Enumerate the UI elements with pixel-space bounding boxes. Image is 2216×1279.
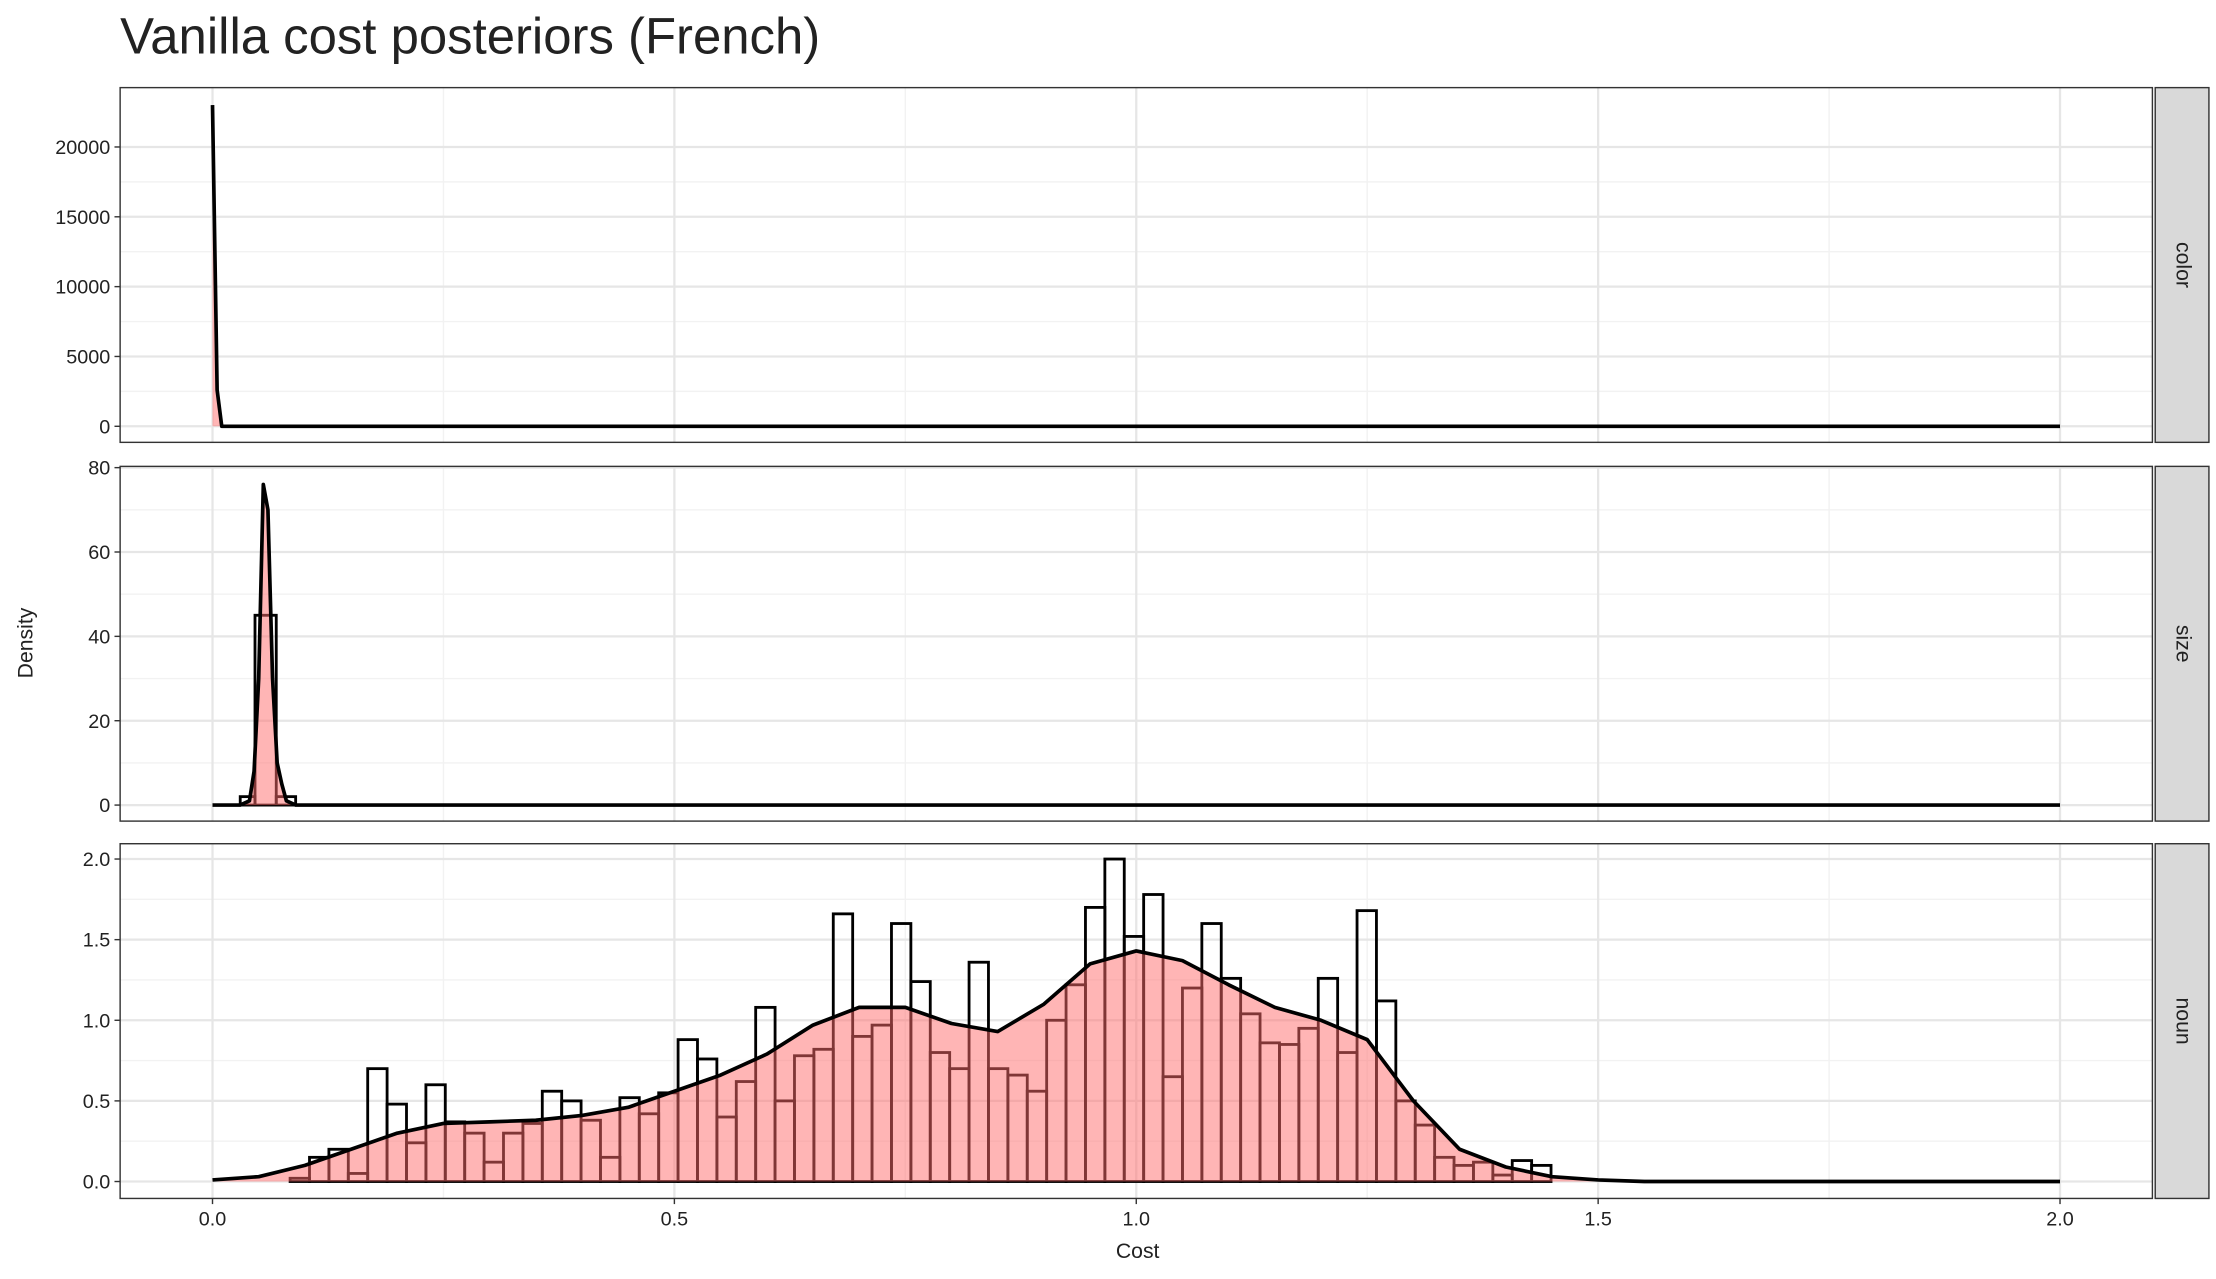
facet-strip bbox=[2154, 86, 2210, 444]
facet-label: size bbox=[2171, 625, 2194, 663]
density-line bbox=[210, 105, 2061, 429]
y-tick-label: 1.0 bbox=[83, 1010, 110, 1032]
x-tick-label: 1.0 bbox=[1123, 1208, 1150, 1230]
y-tick-label: 15000 bbox=[55, 207, 110, 229]
y-tick-label: 20000 bbox=[55, 137, 110, 159]
chart-title: Vanilla cost posteriors (French) bbox=[120, 8, 820, 65]
y-tick-label: 40 bbox=[88, 626, 110, 648]
y-tick-label: 0 bbox=[99, 795, 110, 817]
y-tick-label: 80 bbox=[88, 458, 110, 480]
x-tick-label: 1.5 bbox=[1584, 1208, 1611, 1230]
y-axis-label: Density bbox=[15, 607, 38, 678]
panel-border bbox=[119, 465, 2154, 822]
x-axis-label: Cost bbox=[1116, 1240, 1160, 1263]
facet-label: color bbox=[2171, 242, 2194, 288]
y-tick-label: 0.0 bbox=[83, 1172, 110, 1194]
x-tick-label: 0.5 bbox=[661, 1208, 688, 1230]
facet-strip bbox=[2154, 465, 2210, 822]
y-tick-label: 10000 bbox=[55, 277, 110, 299]
density-area bbox=[212, 950, 2061, 1182]
x-tick-label: 0.0 bbox=[199, 1208, 226, 1230]
facet-strip bbox=[2154, 843, 2210, 1200]
y-tick-label: 0.5 bbox=[83, 1091, 110, 1113]
y-tick-label: 0 bbox=[99, 416, 110, 438]
y-tick-label: 2.0 bbox=[83, 849, 110, 871]
y-tick-label: 60 bbox=[88, 542, 110, 564]
x-tick-label: 2.0 bbox=[2046, 1208, 2073, 1230]
density-line bbox=[212, 949, 2061, 1184]
panel-border bbox=[119, 86, 2154, 444]
density-line bbox=[212, 482, 2061, 807]
facet-label: noun bbox=[2171, 998, 2194, 1045]
y-tick-label: 20 bbox=[88, 711, 110, 733]
y-tick-label: 1.5 bbox=[83, 930, 110, 952]
y-tick-label: 5000 bbox=[66, 347, 110, 369]
